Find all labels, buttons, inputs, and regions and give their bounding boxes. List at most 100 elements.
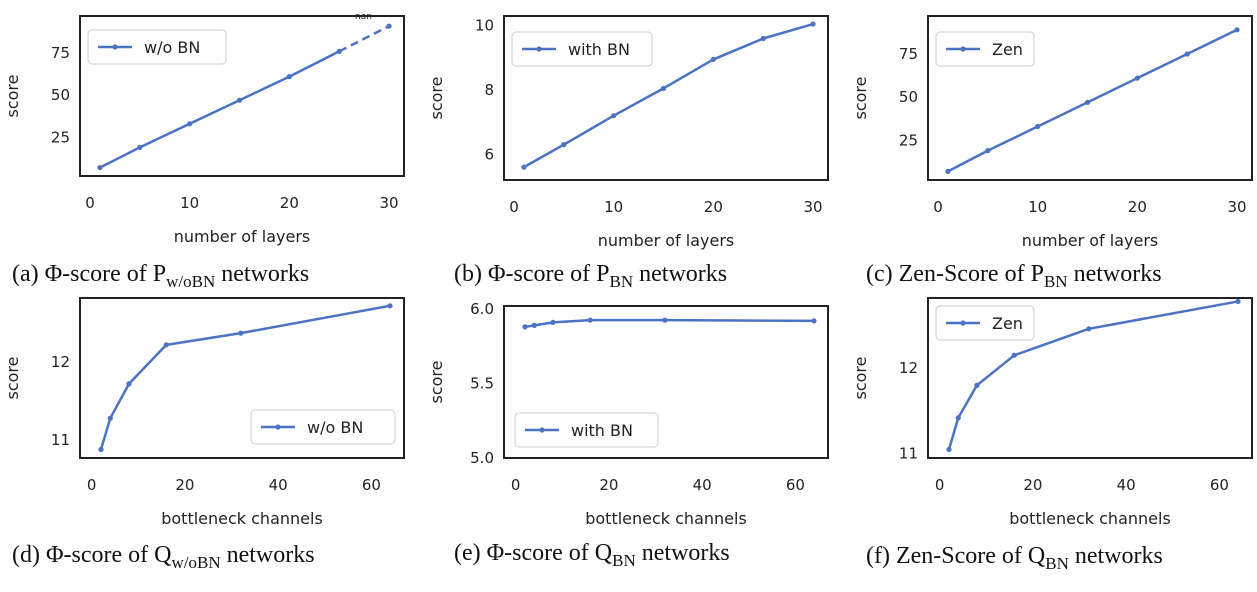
legend-box — [250, 409, 396, 445]
data-point — [1234, 27, 1240, 33]
x-tick-label: 0 — [85, 194, 95, 212]
x-tick-label: 30 — [1227, 198, 1246, 216]
data-point — [521, 164, 527, 170]
data-point — [187, 121, 193, 127]
y-axis-label: score — [851, 357, 870, 400]
y-tick-label: 6.0 — [470, 300, 494, 318]
x-tick-label: 0 — [933, 198, 943, 216]
x-tick-label: 10 — [604, 198, 623, 216]
data-point — [1134, 75, 1140, 81]
y-tick-label: 10 — [475, 17, 494, 35]
x-tick-label: 40 — [269, 476, 288, 494]
x-tick-label: 40 — [693, 476, 712, 494]
plot-frame — [503, 15, 829, 181]
chart-panel-6: 0 20 40 60 11 12 bottleneck channels score Zen (f… — [851, 297, 1253, 573]
y-tick-label: 5.5 — [470, 374, 494, 392]
data-point — [522, 324, 528, 330]
x-axis-label: number of layers — [598, 231, 735, 250]
data-point — [1184, 51, 1190, 57]
legend-box — [514, 412, 659, 448]
data-point — [561, 142, 567, 148]
y-axis-label: score — [851, 77, 870, 120]
x-tick-label: 0 — [935, 476, 945, 494]
legend-label: w/o BN — [144, 38, 200, 57]
data-point — [163, 342, 169, 348]
y-axis-label: score — [427, 77, 446, 120]
plot-frame — [503, 305, 829, 459]
chart-panel-3: 0 10 20 30 25 50 75 number of layers score Zen (c)… — [851, 15, 1253, 291]
x-tick-label: 20 — [599, 476, 618, 494]
y-tick-label: 6 — [484, 145, 494, 163]
y-tick-label: 75 — [51, 44, 70, 62]
legend-box — [935, 31, 1035, 67]
y-axis-label: score — [3, 75, 22, 118]
chart-panel-2: 0 10 20 30 6 8 10 number of layers score with BN (… — [427, 15, 829, 291]
subfigure-caption: (b) Φ-score of PBN networks — [454, 261, 727, 291]
nan-annotation: nan — [355, 12, 372, 22]
x-tick-label: 10 — [1028, 198, 1047, 216]
legend-label: Zen — [992, 314, 1023, 333]
data-point — [1011, 352, 1017, 358]
data-point — [236, 97, 243, 103]
x-axis-label: number of layers — [174, 227, 311, 246]
x-tick-label: 20 — [280, 194, 299, 212]
data-point — [1086, 326, 1092, 332]
data-point — [286, 74, 292, 80]
data-point — [587, 317, 593, 323]
series-line — [524, 318, 815, 329]
data-point — [611, 113, 617, 119]
y-axis-label: score — [3, 357, 22, 400]
x-axis-label: number of layers — [1022, 231, 1159, 250]
x-tick-label: 10 — [180, 194, 199, 212]
data-point — [137, 144, 143, 150]
x-axis-label: bottleneck channels — [585, 509, 747, 528]
subfigure-caption: (c) Zen-Score of PBN networks — [866, 261, 1162, 291]
x-tick-label: 0 — [87, 476, 97, 494]
data-point — [811, 318, 817, 324]
legend-marker — [112, 44, 118, 50]
data-point — [126, 381, 132, 387]
y-tick-label: 25 — [899, 131, 918, 149]
legend-marker — [536, 46, 542, 52]
x-tick-label: 20 — [175, 476, 194, 494]
series-line-dashed — [338, 24, 390, 53]
y-tick-label: 50 — [51, 86, 70, 104]
x-tick-label: 60 — [362, 476, 381, 494]
legend-marker — [275, 424, 281, 430]
data-point — [760, 35, 766, 42]
legend-label: w/o BN — [307, 418, 363, 437]
chart-panel-5: 0 20 40 60 5.0 5.5 6.0 bottleneck channels score… — [427, 300, 829, 570]
subfigure-caption: (f) Zen-Score of QBN networks — [866, 543, 1163, 573]
legend-marker — [960, 46, 966, 52]
x-tick-label: 30 — [379, 194, 398, 212]
x-tick-label: 60 — [786, 476, 805, 494]
y-tick-label: 5.0 — [470, 449, 494, 467]
data-point — [1035, 123, 1041, 130]
plot-frame — [79, 297, 405, 459]
data-point — [97, 164, 103, 171]
y-tick-label: 12 — [51, 353, 70, 371]
data-point — [1235, 298, 1241, 305]
data-point — [336, 48, 342, 54]
legend-marker — [539, 427, 545, 433]
x-tick-label: 20 — [1023, 476, 1042, 494]
data-point — [662, 317, 668, 323]
chart-panel-4: 0 20 40 60 11 12 bottleneck channels score w/o B… — [3, 297, 405, 572]
y-tick-label: 75 — [899, 45, 918, 63]
x-tick-label: 0 — [509, 198, 519, 216]
x-axis-label: bottleneck channels — [161, 509, 323, 528]
data-point — [107, 415, 113, 421]
subfigure-caption: (d) Φ-score of Qw/oBN networks — [12, 542, 315, 572]
chart-panel-1: 0 10 20 30 25 50 75 number of layers score nan w/o… — [3, 12, 405, 291]
y-tick-label: 12 — [899, 359, 918, 377]
x-tick-label: 20 — [704, 198, 723, 216]
data-point — [531, 322, 537, 328]
data-point — [550, 319, 556, 325]
data-point — [945, 168, 951, 174]
x-tick-label: 30 — [803, 198, 822, 216]
data-point — [955, 415, 961, 421]
legend-box — [935, 305, 1035, 341]
data-point — [946, 446, 952, 453]
x-axis-label: bottleneck channels — [1009, 509, 1171, 528]
